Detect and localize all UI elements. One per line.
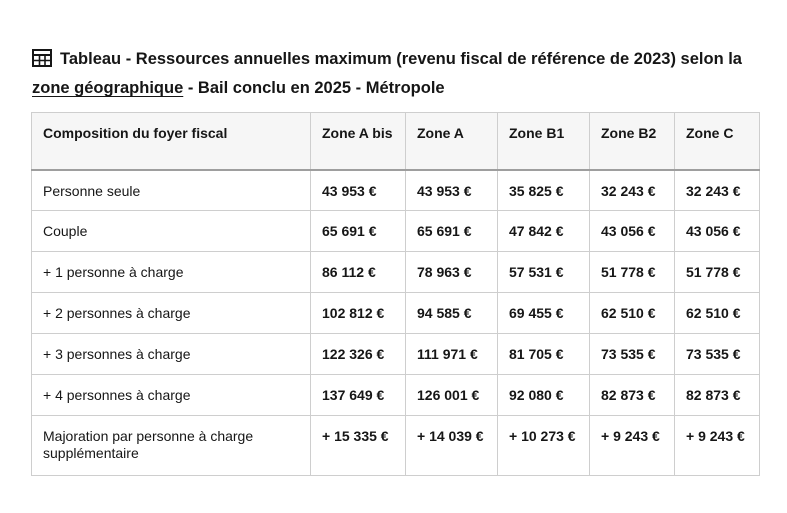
table-row: + 3 personnes à charge 122 326 € 111 971…	[31, 333, 760, 375]
cell-zone-b1: 81 705 €	[497, 333, 590, 375]
table-icon	[32, 49, 52, 75]
cell-zone-b2: 32 243 €	[589, 169, 675, 211]
cell-zone-c: 32 243 €	[674, 169, 760, 211]
cell-zone-c: + 9 243 €	[674, 415, 760, 476]
col-header-composition: Composition du foyer fiscal	[31, 112, 311, 171]
col-header-zone-a: Zone A	[405, 112, 498, 171]
cell-zone-b1: 69 455 €	[497, 292, 590, 334]
cell-zone-a-bis: 65 691 €	[310, 210, 406, 252]
col-header-zone-b1: Zone B1	[497, 112, 590, 171]
table-row: Couple 65 691 € 65 691 € 47 842 € 43 056…	[31, 210, 760, 252]
cell-zone-a: 43 953 €	[405, 169, 498, 211]
cell-zone-a: 65 691 €	[405, 210, 498, 252]
row-label: + 4 personnes à charge	[31, 374, 311, 416]
cell-zone-b2: 43 056 €	[589, 210, 675, 252]
cell-zone-b2: 73 535 €	[589, 333, 675, 375]
col-header-zone-c: Zone C	[674, 112, 760, 171]
cell-zone-a: + 14 039 €	[405, 415, 498, 476]
row-label: + 1 personne à charge	[31, 251, 311, 293]
table-row: + 4 personnes à charge 137 649 € 126 001…	[31, 374, 760, 416]
row-label: Couple	[31, 210, 311, 252]
cell-zone-c: 73 535 €	[674, 333, 760, 375]
table-body: Personne seule 43 953 € 43 953 € 35 825 …	[31, 169, 760, 476]
cell-zone-c: 62 510 €	[674, 292, 760, 334]
cell-zone-c: 51 778 €	[674, 251, 760, 293]
cell-zone-b2: 51 778 €	[589, 251, 675, 293]
cell-zone-b1: + 10 273 €	[497, 415, 590, 476]
header-row: Composition du foyer fiscal Zone A bis Z…	[31, 112, 760, 171]
cell-zone-a: 126 001 €	[405, 374, 498, 416]
cell-zone-a-bis: 122 326 €	[310, 333, 406, 375]
cell-zone-a-bis: + 15 335 €	[310, 415, 406, 476]
row-label: + 3 personnes à charge	[31, 333, 311, 375]
cell-zone-a-bis: 86 112 €	[310, 251, 406, 293]
zone-geographique-link[interactable]: zone géographique	[32, 79, 184, 97]
cell-zone-b1: 47 842 €	[497, 210, 590, 252]
cell-zone-b2: 82 873 €	[589, 374, 675, 416]
cell-zone-a-bis: 102 812 €	[310, 292, 406, 334]
caption-text-start: Tableau - Ressources annuelles maximum (…	[60, 50, 742, 68]
cell-zone-c: 82 873 €	[674, 374, 760, 416]
cell-zone-a: 111 971 €	[405, 333, 498, 375]
cell-zone-a-bis: 43 953 €	[310, 169, 406, 211]
row-label: + 2 personnes à charge	[31, 292, 311, 334]
cell-zone-b2: + 9 243 €	[589, 415, 675, 476]
table-row: + 1 personne à charge 86 112 € 78 963 € …	[31, 251, 760, 293]
cell-zone-b2: 62 510 €	[589, 292, 675, 334]
table-row: Majoration par personne à charge supplém…	[31, 415, 760, 476]
table-caption: Tableau - Ressources annuelles maximum (…	[32, 46, 762, 101]
caption-text-end: - Bail conclu en 2025 - Métropole	[183, 79, 445, 97]
row-label: Majoration par personne à charge supplém…	[31, 415, 311, 476]
table-row: + 2 personnes à charge 102 812 € 94 585 …	[31, 292, 760, 334]
cell-zone-b1: 57 531 €	[497, 251, 590, 293]
col-header-zone-a-bis: Zone A bis	[310, 112, 406, 171]
cell-zone-c: 43 056 €	[674, 210, 760, 252]
cell-zone-b1: 92 080 €	[497, 374, 590, 416]
cell-zone-a: 78 963 €	[405, 251, 498, 293]
cell-zone-a-bis: 137 649 €	[310, 374, 406, 416]
income-table: Composition du foyer fiscal Zone A bis Z…	[31, 112, 760, 476]
cell-zone-b1: 35 825 €	[497, 169, 590, 211]
cell-zone-a: 94 585 €	[405, 292, 498, 334]
row-label: Personne seule	[31, 169, 311, 211]
table-row: Personne seule 43 953 € 43 953 € 35 825 …	[31, 169, 760, 211]
table-header: Composition du foyer fiscal Zone A bis Z…	[31, 112, 760, 171]
col-header-zone-b2: Zone B2	[589, 112, 675, 171]
